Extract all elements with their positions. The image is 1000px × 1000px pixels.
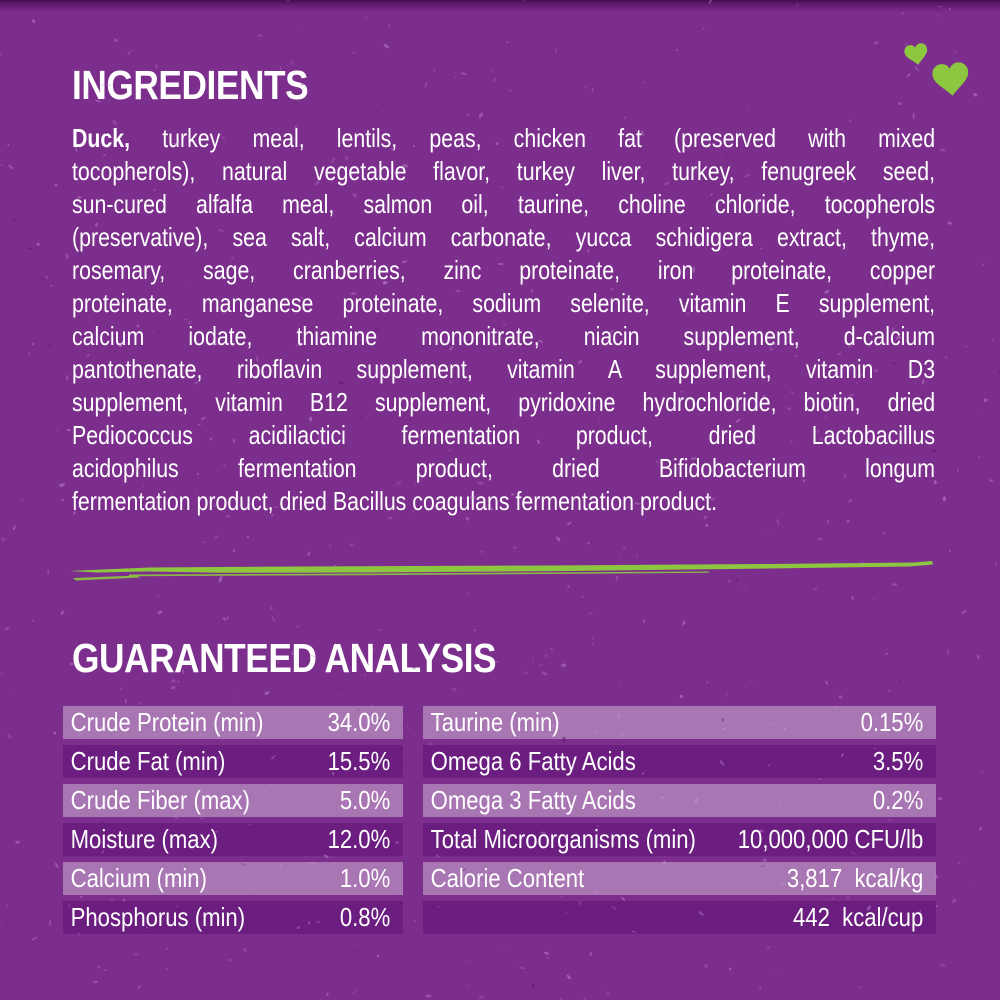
ingredients-line: Pediococcus acidilactici fermentation pr… [72, 420, 936, 450]
analysis-value: 1.0% [339, 863, 391, 893]
analysis-label: Crude Protein (min) [70, 707, 264, 737]
analysis-row: 442 kcal/cup [423, 901, 936, 934]
analysis-value: 0.2% [872, 785, 924, 815]
analysis-row: Moisture (max) 12.0% [63, 823, 403, 856]
analysis-row: Omega 3 Fatty Acids 0.2% [423, 784, 936, 817]
analysis-label: Total Microorganisms (min) [430, 824, 696, 854]
analysis-value: 3.5% [872, 746, 924, 776]
ingredients-paragraph: Duck, turkey meal, lentils, peas, chicke… [72, 122, 935, 518]
ingredients-line: calcium iodate, thiamine mononitrate, ni… [72, 321, 936, 351]
ingredients-line: pantothenate, riboflavin supplement, vit… [72, 354, 936, 384]
analysis-value: 3,817 kcal/kg [786, 863, 924, 893]
analysis-row: Crude Fiber (max) 5.0% [63, 784, 403, 817]
analysis-row: Calcium (min) 1.0% [63, 862, 403, 895]
ingredients-line: (preservative), sea salt, calcium carbon… [72, 222, 936, 252]
analysis-label: Moisture (max) [70, 824, 219, 854]
ingredients-line: tocopherols), natural vegetable flavor, … [72, 156, 936, 186]
analysis-value: 34.0% [327, 707, 391, 737]
analysis-value: 0.8% [339, 902, 391, 932]
analysis-row: Taurine (min) 0.15% [423, 706, 936, 739]
analysis-label: Omega 3 Fatty Acids [430, 785, 636, 815]
analysis-label: Calorie Content [430, 863, 585, 893]
ingredients-line: acidophilus fermentation product, dried … [72, 453, 936, 483]
heart-icon [932, 62, 969, 96]
analysis-row: Calorie Content 3,817 kcal/kg [423, 862, 936, 895]
ingredients-line: proteinate, manganese proteinate, sodium… [72, 288, 936, 318]
analysis-table-right-column: Taurine (min) 0.15% Omega 6 Fatty Acids 3.5… [423, 706, 936, 940]
analysis-value: 10,000,000 CFU/lb [737, 824, 924, 854]
analysis-value: 0.15% [860, 707, 924, 737]
analysis-row: Total Microorganisms (min) 10,000,000 CFU… [423, 823, 936, 856]
ingredients-title: INGREDIENTS [72, 62, 309, 108]
guaranteed-analysis-title: GUARANTEED ANALYSIS [72, 635, 497, 681]
ingredients-line: fermentation product, dried Bacillus coa… [72, 486, 718, 516]
ingredients-line: supplement, vitamin B12 supplement, pyri… [72, 387, 936, 417]
ingredients-line-text: turkey meal, lentils, peas, chicken fat … [130, 123, 936, 153]
analysis-row: Omega 6 Fatty Acids 3.5% [423, 745, 936, 778]
ingredients-line: rosemary, sage, cranberries, zinc protei… [72, 255, 936, 285]
analysis-row: Crude Protein (min) 34.0% [63, 706, 403, 739]
analysis-value: 442 kcal/cup [793, 902, 924, 932]
ingredients-line: Duck, turkey meal, lentils, peas, chicke… [72, 122, 935, 155]
analysis-label: Crude Fat (min) [70, 746, 226, 776]
package-top-shadow [0, 0, 1000, 12]
analysis-table-left-column: Crude Protein (min) 34.0% Crude Fat (min) 1… [63, 706, 403, 940]
analysis-label: Omega 6 Fatty Acids [430, 746, 636, 776]
analysis-label: Calcium (min) [70, 863, 207, 893]
analysis-value: 12.0% [327, 824, 391, 854]
brush-stroke-divider [69, 561, 933, 581]
analysis-label: Crude Fiber (max) [70, 785, 250, 815]
analysis-value: 5.0% [339, 785, 391, 815]
analysis-label: Taurine (min) [430, 707, 560, 737]
first-ingredient-lead: Duck, [72, 123, 131, 153]
ingredients-line: sun-cured alfalfa meal, salmon oil, taur… [72, 189, 936, 219]
analysis-row: Crude Fat (min) 15.5% [63, 745, 403, 778]
analysis-value: 15.5% [327, 746, 391, 776]
analysis-label: Phosphorus (min) [70, 902, 246, 932]
analysis-row: Phosphorus (min) 0.8% [63, 901, 403, 934]
heart-icon [904, 43, 928, 65]
